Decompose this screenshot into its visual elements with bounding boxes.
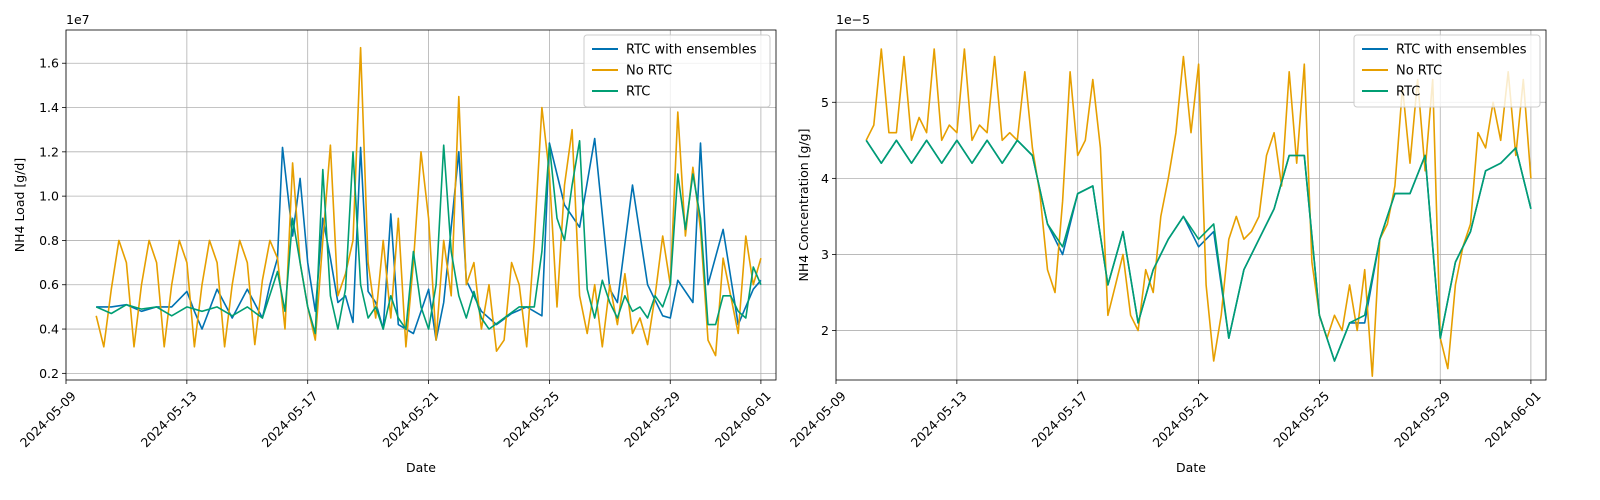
concentration-legend-label-2: RTC — [1396, 85, 1420, 100]
load-series-line-rtc — [95, 140, 762, 335]
load-legend-label-0: RTC with ensembles — [626, 43, 757, 58]
load-y-tick-label-4: 1.0 — [39, 189, 59, 204]
load-axis-offset-text: 1e7 — [66, 12, 90, 27]
load-y-tick-label-5: 1.2 — [39, 144, 59, 159]
load-legend-label-2: RTC — [626, 85, 650, 100]
load-legend-label-1: No RTC — [626, 64, 672, 79]
load-y-tick-label-6: 1.4 — [39, 100, 59, 115]
load-grid — [65, 30, 776, 380]
concentration-legend-label-1: No RTC — [1396, 64, 1442, 79]
concentration-series-line-rtc — [865, 139, 1532, 362]
load-y-tick-label-2: 0.6 — [39, 277, 59, 292]
concentration-series-line-no-rtc — [865, 48, 1532, 378]
load-x-axis-label: Date — [406, 460, 436, 475]
load-legend: RTC with ensembles No RTC RTC — [583, 34, 771, 108]
load-y-tick-label-1: 0.4 — [39, 322, 59, 337]
concentration-series-group — [865, 48, 1532, 378]
concentration-legend-box — [1353, 34, 1541, 108]
concentration-y-tick-label-3: 5 — [821, 95, 829, 110]
concentration-legend-label-0: RTC with ensembles — [1396, 43, 1527, 58]
load-y-tick-label-7: 1.6 — [39, 56, 59, 71]
load-y-tick-label-0: 0.2 — [39, 366, 59, 381]
load-plot-frame — [65, 29, 777, 381]
concentration-x-axis-label: Date — [1176, 460, 1206, 475]
load-series-group — [95, 46, 762, 357]
load-y-axis-label: NH4 Load [g/d] — [12, 158, 27, 252]
load-y-tick-label-3: 0.8 — [39, 233, 59, 248]
load-series-line-no-rtc — [95, 46, 762, 357]
concentration-plot-frame — [835, 29, 1547, 381]
concentration-y-axis-label: NH4 Concentration [g/g] — [796, 129, 811, 282]
concentration-y-tick-label-1: 3 — [821, 247, 829, 262]
load-legend-box — [583, 34, 771, 108]
concentration-axis-offset-text: 1e−5 — [836, 12, 870, 27]
concentration-y-tick-label-0: 2 — [821, 323, 829, 338]
concentration-legend: RTC with ensembles No RTC RTC — [1353, 34, 1541, 108]
concentration-y-tick-label-2: 4 — [821, 171, 829, 186]
